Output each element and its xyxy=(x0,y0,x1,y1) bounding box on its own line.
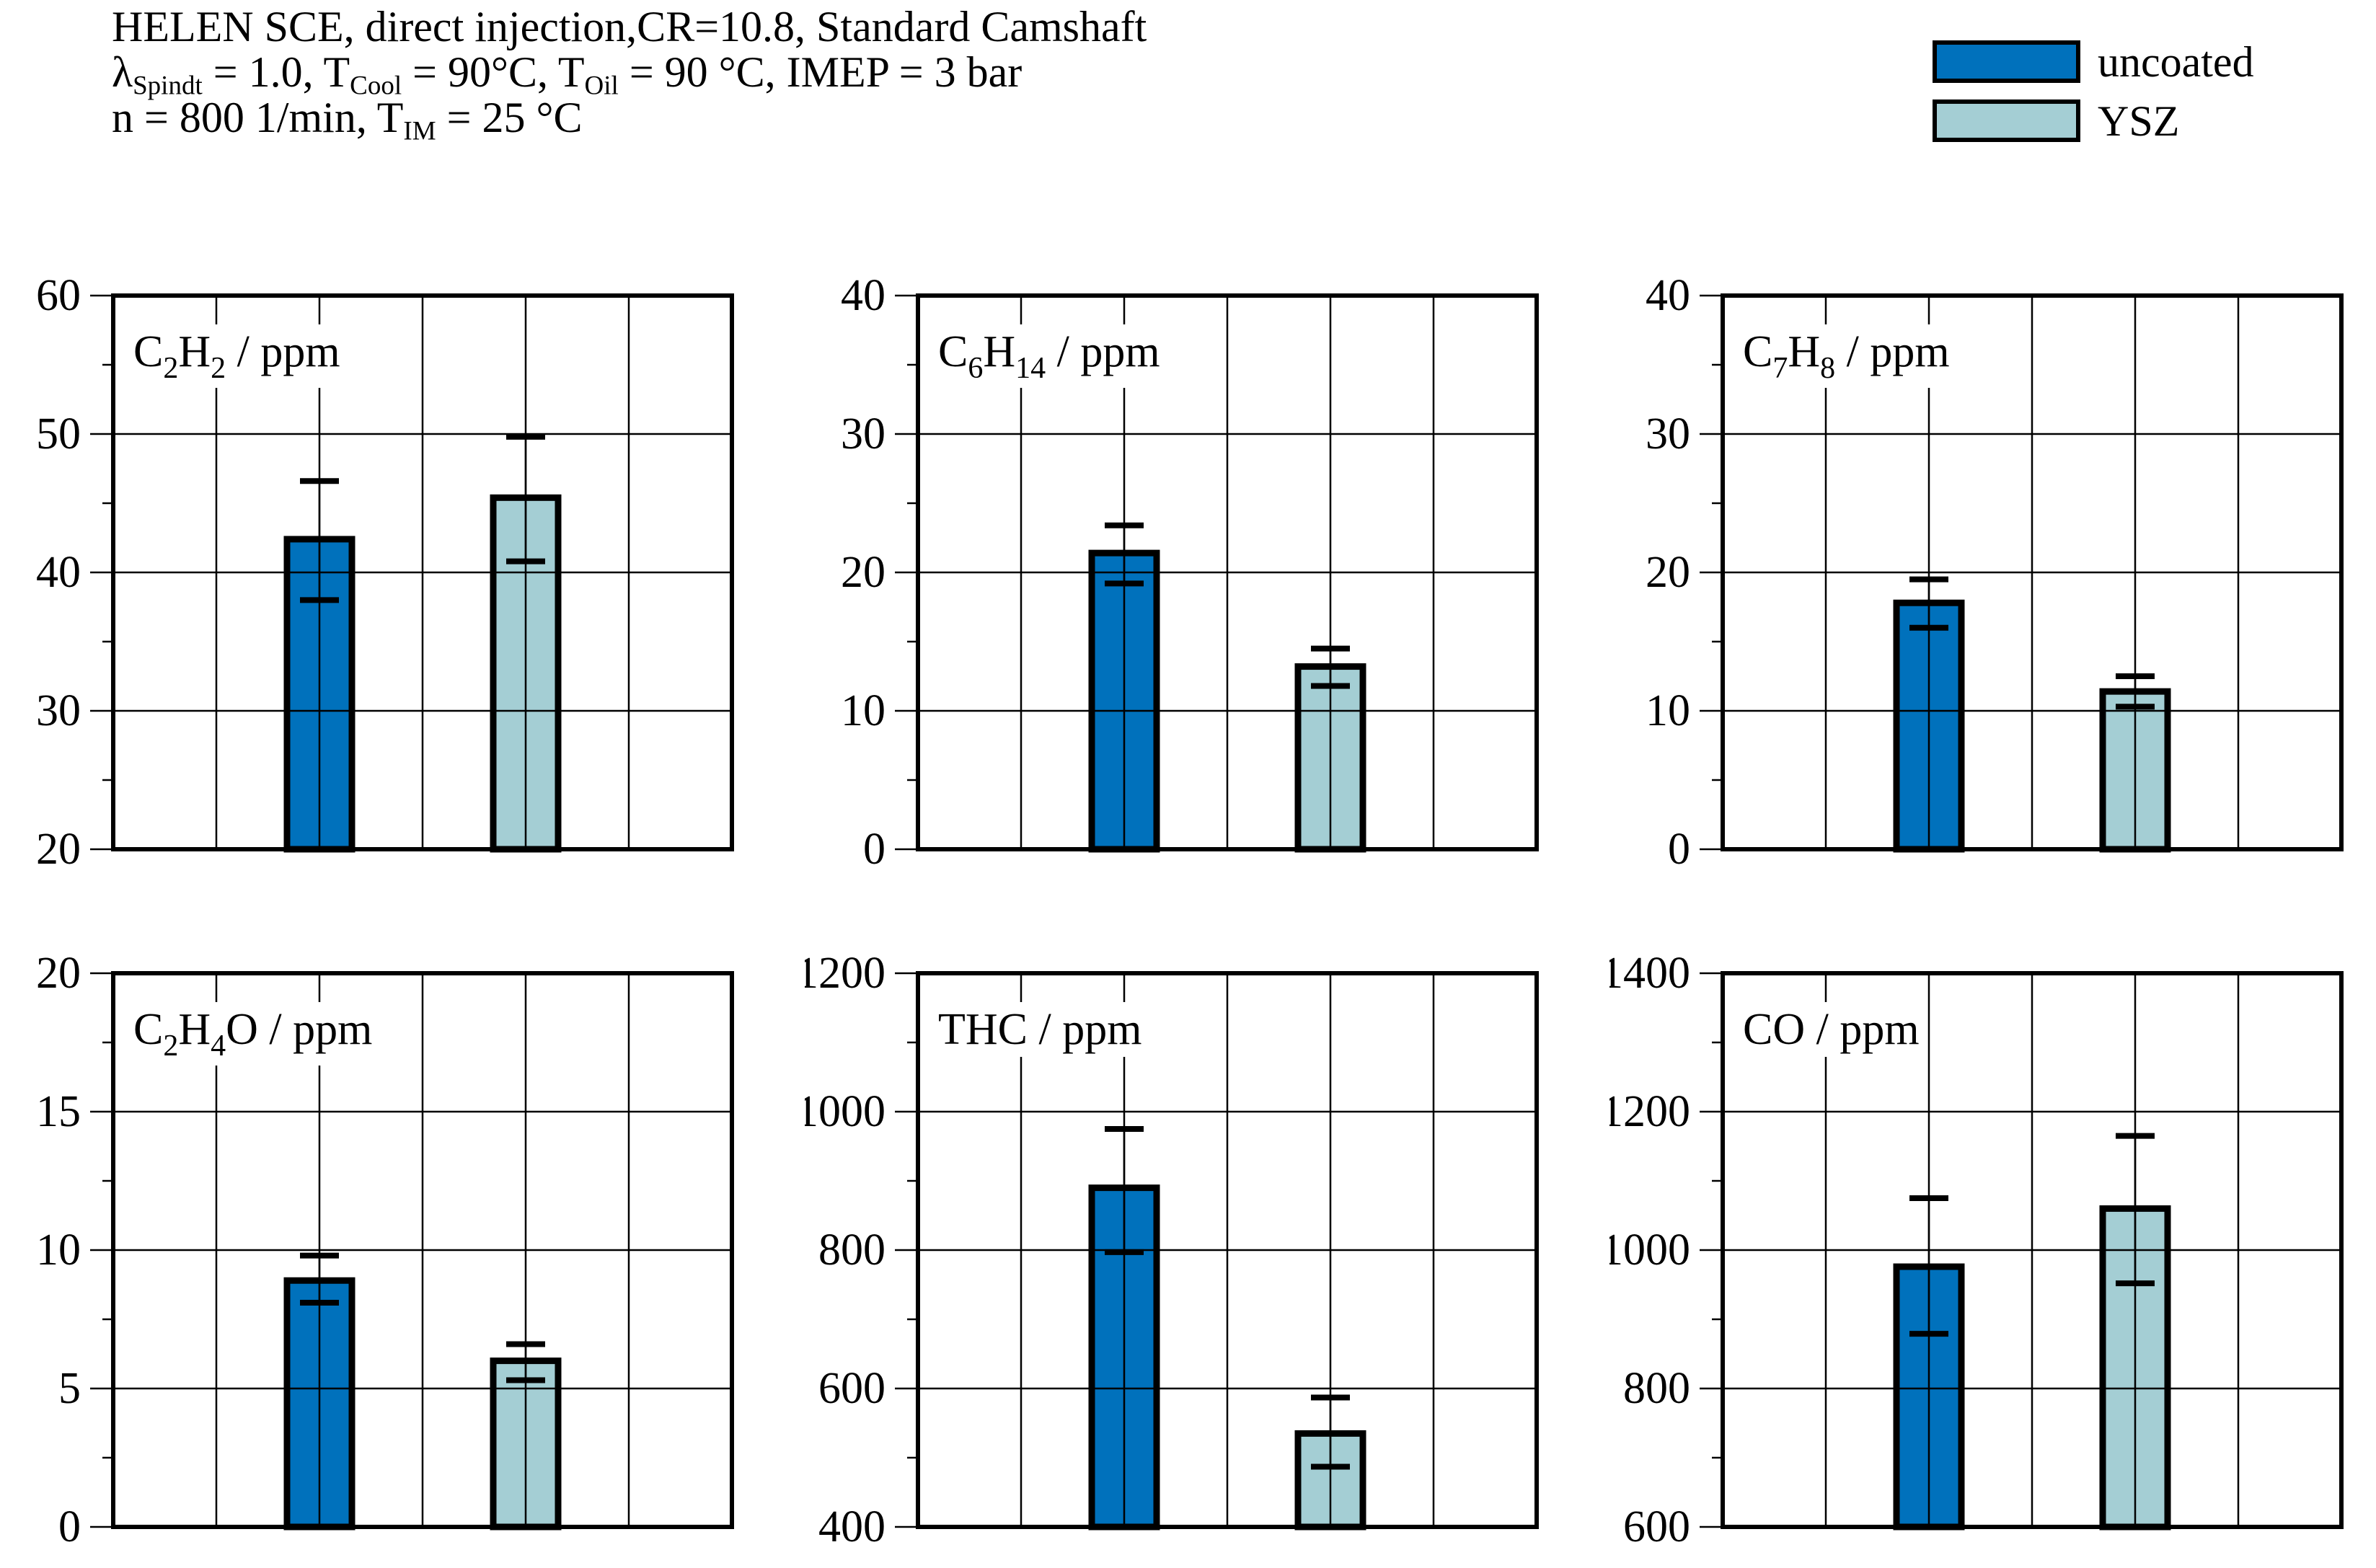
error-bar-ysz xyxy=(506,1341,545,1383)
y-tick-label: 30 xyxy=(841,409,886,459)
y-tick-label: 10 xyxy=(1646,686,1690,735)
panel-co: CO / ppm 600 800 1000 1200 1400 xyxy=(1609,949,2344,1551)
panel-title-backing xyxy=(931,324,1167,388)
y-tick-label: 10 xyxy=(841,686,886,735)
y-tick-label: 40 xyxy=(841,271,886,320)
legend: uncoated YSZ xyxy=(1933,40,2254,159)
panel-title: C2H4O / ppm xyxy=(133,1005,372,1063)
y-tick-label: 50 xyxy=(36,409,81,459)
y-axis-labels: 400 600 800 1000 1200 xyxy=(805,949,886,1551)
plot-frame xyxy=(111,293,734,851)
y-tick-label: 20 xyxy=(841,548,886,597)
y-tick-label: 10 xyxy=(36,1226,81,1275)
panel-c2h2: C2H2 / ppm 20 30 40 50 60 xyxy=(36,271,734,874)
y-tick-label: 1200 xyxy=(805,949,886,998)
panel-title: C6H14 / ppm xyxy=(938,327,1160,385)
y-tick-label: 20 xyxy=(36,949,81,998)
y-tick-label: 30 xyxy=(36,686,81,735)
panel-title: THC / ppm xyxy=(938,1005,1141,1054)
legend-label: YSZ xyxy=(2098,97,2180,145)
y-tick-label: 30 xyxy=(1646,409,1690,459)
y-tick-label: 1400 xyxy=(1609,949,1690,998)
y-tick-label: 600 xyxy=(1623,1502,1690,1551)
header-line: λSpindt = 1.0, TCool = 90°C, TOil = 90 °… xyxy=(112,48,1147,99)
error-bar-ysz xyxy=(506,433,545,564)
plot-frame xyxy=(111,971,734,1529)
y-tick-label: 0 xyxy=(1668,825,1690,874)
legend-swatch-icon xyxy=(1933,40,2080,83)
y-tick-label: 1000 xyxy=(805,1087,886,1136)
y-tick-label: 1000 xyxy=(1609,1226,1690,1275)
y-tick-label: 800 xyxy=(818,1226,886,1275)
error-bar-uncoated xyxy=(1909,1195,1948,1337)
header-text: = 25 °C xyxy=(436,94,583,141)
header-subscript: IM xyxy=(403,116,436,146)
legend-label: uncoated xyxy=(2098,37,2254,86)
header-line: n = 800 1/min, TIM = 25 °C xyxy=(112,94,1147,145)
panel-c7h8: C7H8 / ppm 0 10 20 30 40 xyxy=(1646,271,2344,874)
y-axis-labels: 20 30 40 50 60 xyxy=(36,271,81,874)
y-axis-labels: 0 10 20 30 40 xyxy=(1646,271,1690,874)
y-tick-label: 1200 xyxy=(1609,1087,1690,1136)
header-subscript: Oil xyxy=(584,71,619,101)
error-bar-ysz xyxy=(2116,1133,2155,1287)
legend-item-ysz: YSZ xyxy=(1933,97,2254,145)
error-bar-uncoated xyxy=(1909,576,1948,631)
plot-frame xyxy=(916,293,1539,851)
header-subscript: Cool xyxy=(350,71,402,101)
header-text: = 90°C, T xyxy=(402,48,585,96)
y-tick-label: 20 xyxy=(36,825,81,874)
panel-c6h14: C6H14 / ppm 0 10 20 30 40 xyxy=(841,271,1539,874)
header-line: HELEN SCE, direct injection,CR=10.8, Sta… xyxy=(112,4,1147,50)
header-text: HELEN SCE, direct injection,CR=10.8, Sta… xyxy=(112,3,1147,50)
panel-title-backing xyxy=(126,324,348,388)
y-axis-labels: 0 10 20 30 40 xyxy=(841,271,886,874)
panel-title: C2H2 / ppm xyxy=(133,327,340,385)
panel-title: CO / ppm xyxy=(1743,1005,1920,1054)
error-bar-ysz xyxy=(1311,1394,1350,1470)
panel-title: C7H8 / ppm xyxy=(1743,327,1950,385)
y-tick-label: 40 xyxy=(1646,271,1690,320)
y-tick-label: 15 xyxy=(36,1087,81,1136)
header-text: = 90 °C, IMEP = 3 bar xyxy=(618,48,1023,96)
error-bar-ysz xyxy=(2116,673,2155,710)
y-tick-label: 60 xyxy=(36,271,81,320)
panel-c2h4o: C2H4O / ppm 0 5 10 15 20 xyxy=(36,949,734,1551)
legend-swatch-icon xyxy=(1933,99,2080,142)
panel-title-backing xyxy=(1736,324,1957,388)
figure-header: HELEN SCE, direct injection,CR=10.8, Sta… xyxy=(112,4,1147,145)
error-bar-uncoated xyxy=(1105,1126,1144,1255)
plot-frame xyxy=(916,971,1539,1529)
y-tick-label: 0 xyxy=(58,1502,81,1551)
y-axis-labels: 600 800 1000 1200 1400 xyxy=(1609,949,1690,1551)
y-tick-label: 0 xyxy=(863,825,886,874)
plot-frame xyxy=(1721,971,2344,1529)
error-bar-ysz xyxy=(1311,645,1350,689)
y-tick-label: 400 xyxy=(818,1502,886,1551)
y-tick-label: 20 xyxy=(1646,548,1690,597)
error-bar-uncoated xyxy=(300,478,339,603)
y-tick-label: 5 xyxy=(58,1364,81,1413)
panel-thc: THC / ppm 400 600 800 1000 1200 xyxy=(805,949,1539,1551)
plot-frame xyxy=(1721,293,2344,851)
y-tick-label: 40 xyxy=(36,548,81,597)
error-bar-uncoated xyxy=(300,1252,339,1306)
error-bar-uncoated xyxy=(1105,522,1144,587)
header-text: n = 800 1/min, T xyxy=(112,94,404,141)
legend-item-uncoated: uncoated xyxy=(1933,37,2254,86)
panel-title-backing xyxy=(931,1002,1149,1057)
panel-title-backing xyxy=(1736,1002,1927,1057)
header-subscript: Spindt xyxy=(133,71,203,101)
panel-title-backing xyxy=(126,1002,380,1066)
y-axis-labels: 0 5 10 15 20 xyxy=(36,949,81,1551)
header-text: = 1.0, T xyxy=(202,48,350,96)
header-text: λ xyxy=(112,48,133,96)
y-tick-label: 600 xyxy=(818,1364,886,1413)
y-tick-label: 800 xyxy=(1623,1364,1690,1413)
